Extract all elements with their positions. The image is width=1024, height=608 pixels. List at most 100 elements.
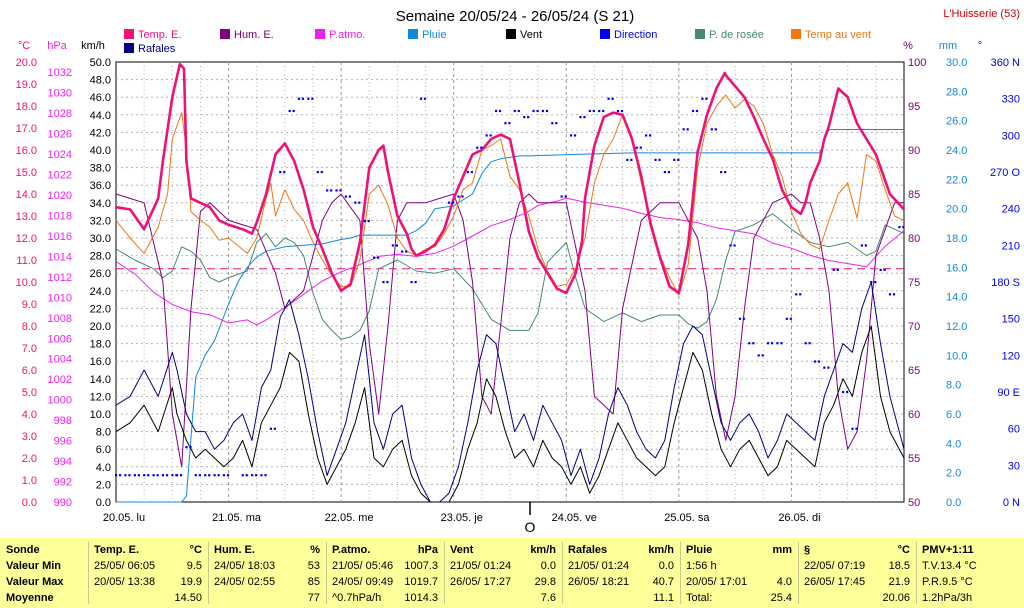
direction-point bbox=[292, 109, 295, 113]
direction-point bbox=[255, 474, 258, 477]
axis-unit-label: ° bbox=[978, 40, 982, 52]
summary-cell-time: 24/05/ 18:03 bbox=[214, 560, 276, 572]
direction-point bbox=[555, 122, 558, 125]
direction-point bbox=[682, 128, 685, 131]
direction-point bbox=[344, 195, 348, 198]
humidity-tick-label: 90 bbox=[908, 145, 920, 157]
summary-block-header: Vent km/h bbox=[444, 542, 562, 558]
series-temp bbox=[115, 62, 905, 295]
summary-row-label: Valeur Max bbox=[6, 576, 64, 588]
direction-point bbox=[817, 360, 821, 363]
wind-tick-label: 30.0 bbox=[90, 233, 111, 245]
direction-tick-label: 210 bbox=[1002, 240, 1020, 252]
direction-point bbox=[297, 97, 301, 100]
summary-cell-row: 7.6 bbox=[444, 590, 562, 606]
direction-point bbox=[523, 116, 526, 119]
temp-tick-label: 1.0 bbox=[22, 475, 37, 487]
pressure-tick-label: 1030 bbox=[48, 88, 72, 100]
summary-cell-time: 26/05/ 18:21 bbox=[568, 576, 630, 588]
direction-point bbox=[705, 97, 708, 100]
summary-separator bbox=[444, 542, 445, 604]
wind-tick-label: 44.0 bbox=[90, 110, 111, 122]
humidity-tick-label: 50 bbox=[908, 497, 920, 509]
series-line-hum bbox=[115, 193, 904, 468]
summary-block-temp: Temp. E. °C 25/05/ 06:05 9.5 20/05/ 13:38 19.… bbox=[88, 538, 208, 608]
pressure-tick-label: 1008 bbox=[48, 313, 72, 325]
rain-tick-label: 0.0 bbox=[946, 497, 961, 509]
rain-tick-label: 18.0 bbox=[946, 233, 967, 245]
series-rain bbox=[116, 129, 904, 503]
direction-point bbox=[870, 281, 873, 284]
weather-chart: Semaine 20/05/24 - 26/05/24 (S 21) L'Hui… bbox=[15, 8, 1021, 535]
series-wind bbox=[115, 325, 905, 503]
pressure-tick-label: 990 bbox=[54, 497, 72, 509]
summary-block-unit: hPa bbox=[417, 544, 438, 556]
direction-point bbox=[626, 158, 629, 161]
pressure-tick-label: 1006 bbox=[48, 333, 72, 345]
rain-tick-label: 22.0 bbox=[946, 174, 967, 186]
direction-point bbox=[551, 122, 554, 125]
legend-swatch-hum bbox=[220, 29, 230, 39]
humidity-tick-label: 95 bbox=[908, 101, 920, 113]
direction-point bbox=[695, 109, 699, 113]
direction-point bbox=[152, 474, 155, 477]
direction-tick-label: 60 bbox=[1008, 424, 1020, 436]
direction-point bbox=[686, 128, 689, 131]
summary-cell-value: 18.5 bbox=[888, 560, 910, 572]
legend-label-windchill: Temp au vent bbox=[805, 29, 871, 41]
temp-tick-label: 11.0 bbox=[16, 255, 37, 267]
direction-point bbox=[476, 146, 479, 149]
direction-point bbox=[382, 281, 385, 284]
temp-tick-label: 18.0 bbox=[16, 101, 37, 113]
summary-cell-time: 20/05/ 17:01 bbox=[686, 576, 748, 588]
direction-point bbox=[710, 128, 713, 131]
direction-point bbox=[226, 474, 230, 477]
direction-point bbox=[401, 250, 404, 253]
summary-cell-row: 20/05/ 17:01 4.0 bbox=[680, 574, 798, 590]
series-hum bbox=[115, 193, 904, 468]
direction-tick-label: 0 N bbox=[1003, 497, 1020, 509]
temp-tick-label: 6.0 bbox=[22, 365, 37, 377]
humidity-tick-label: 80 bbox=[908, 233, 920, 245]
summary-cell-value: 4.0 bbox=[776, 576, 792, 588]
legend-label-rain: Pluie bbox=[422, 29, 446, 41]
summary-separator bbox=[562, 542, 563, 604]
legend-label-temp: Temp. E. bbox=[138, 29, 181, 41]
pressure-tick-label: 1012 bbox=[48, 272, 72, 284]
wind-tick-label: 14.0 bbox=[90, 374, 111, 386]
summary-block-unit: mm bbox=[772, 544, 792, 556]
summary-cell-time: 1.2hPa/3h bbox=[922, 592, 973, 604]
summary-block-title: Temp. E. bbox=[94, 544, 140, 556]
direction-point bbox=[776, 342, 779, 345]
direction-point bbox=[448, 201, 451, 204]
direction-point bbox=[799, 293, 802, 296]
direction-point bbox=[592, 109, 595, 113]
summary-cell-time: 21/05/ 01:24 bbox=[568, 560, 630, 572]
pressure-tick-label: 1004 bbox=[48, 354, 72, 366]
direction-point bbox=[288, 109, 291, 113]
direction-point bbox=[564, 195, 567, 198]
axis-unit-label: hPa bbox=[47, 40, 67, 52]
direction-point bbox=[733, 244, 736, 247]
summary-block-header: Pluie mm bbox=[680, 542, 798, 558]
direction-point bbox=[358, 201, 361, 204]
summary-cell-time: Total: bbox=[686, 592, 713, 604]
wind-tick-label: 0.0 bbox=[96, 497, 111, 509]
summary-cell-value: 40.7 bbox=[652, 576, 674, 588]
direction-point bbox=[124, 474, 127, 477]
summary-cell-value: 20.06 bbox=[882, 592, 910, 604]
direction-tick-label: 360 N bbox=[991, 57, 1020, 69]
summary-cell-time: T.V.13.4 °C bbox=[922, 560, 977, 572]
summary-cell-value: 53 bbox=[307, 560, 320, 572]
summary-separator bbox=[680, 542, 681, 604]
direction-point bbox=[888, 293, 892, 296]
pressure-tick-label: 1002 bbox=[48, 374, 72, 386]
rain-tick-label: 26.0 bbox=[946, 116, 967, 128]
summary-row-label: Valeur Min bbox=[6, 560, 62, 572]
direction-point bbox=[480, 146, 483, 149]
direction-point bbox=[851, 427, 854, 430]
direction-point bbox=[485, 134, 488, 137]
direction-point bbox=[892, 293, 896, 296]
direction-point bbox=[301, 97, 305, 100]
summary-block-title: § bbox=[804, 544, 811, 556]
